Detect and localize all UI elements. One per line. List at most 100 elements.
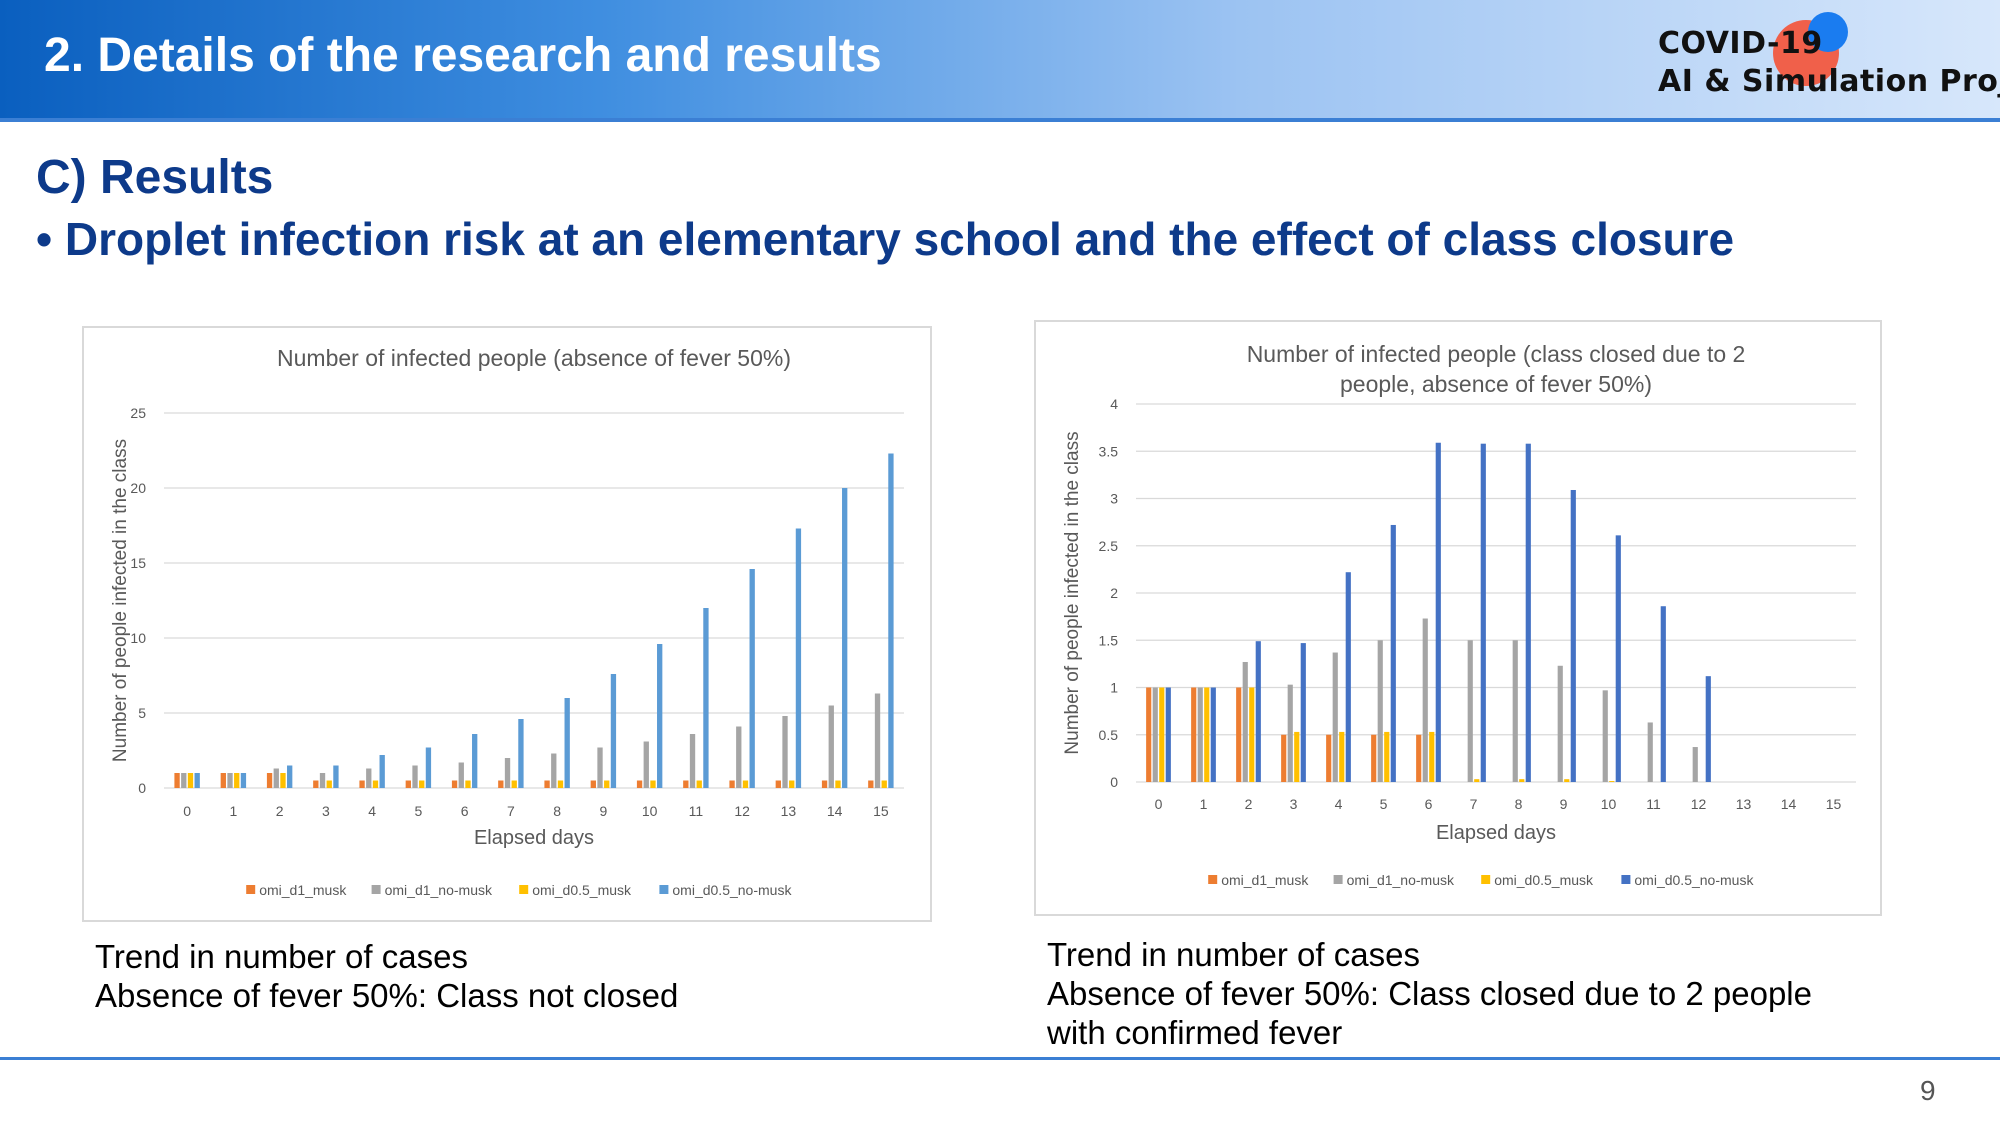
chart-left-bar-omi-d0-5-musk	[742, 780, 749, 788]
chart-right-bar-omi-d1-no-musk	[1602, 690, 1608, 782]
chart-right-legend-swatch	[1208, 875, 1218, 884]
chart-left-xtick-label: 3	[322, 803, 330, 819]
chart-left-bar-omi-d1-musk	[729, 780, 735, 788]
chart-left-title: Number of infected people (absence of fe…	[277, 345, 791, 371]
chart-left-bar-omi-d1-musk	[683, 780, 689, 788]
chart-left-xtick-label: 9	[599, 803, 607, 819]
chart-right-frame: Number of infected people (class closed …	[1034, 320, 1882, 916]
chart-right-legend-label: omi_d0.5_no-musk	[1634, 872, 1754, 888]
chart-right-ylabel: Number of people infected in the class	[1062, 431, 1083, 754]
chart-right-xtick-label: 8	[1515, 796, 1523, 812]
chart-left-bar-omi-d1-no-musk	[273, 768, 279, 788]
chart-right-ytick-label: 3.5	[1099, 443, 1119, 459]
chart-right-xtick-label: 6	[1425, 796, 1433, 812]
chart-right-ytick-label: 0.5	[1099, 727, 1119, 743]
chart-left-legend-label: omi_d0.5_no-musk	[672, 882, 792, 898]
chart-left-bar-omi-d0-5-musk	[511, 780, 517, 788]
chart-right-bar-omi-d0-5-no-musk	[1660, 606, 1666, 782]
chart-left-legend-swatch	[371, 885, 381, 894]
chart-right-ytick-label: 2.5	[1099, 538, 1119, 554]
chart-left-bar-omi-d1-musk	[405, 780, 411, 788]
chart-right-bar-omi-d1-no-musk	[1377, 640, 1383, 782]
chart-left-bar-omi-d0-5-no-musk	[564, 698, 570, 788]
page-title: 2. Details of the research and results	[44, 29, 882, 82]
chart-right-bar-omi-d0-5-no-musk	[1480, 443, 1486, 782]
chart-right-xtick-label: 10	[1601, 796, 1617, 812]
chart-left-bar-omi-d0-5-musk	[557, 780, 564, 788]
chart-right-title: Number of infected people (class closed …	[1247, 341, 1746, 367]
chart-right-xtick-label: 13	[1736, 796, 1752, 812]
chart-left-bar-omi-d1-no-musk	[458, 762, 464, 788]
chart-right-legend-swatch	[1621, 875, 1631, 884]
chart-left-bar-omi-d0-5-musk	[372, 780, 379, 788]
chart-left-legend-label: omi_d1_musk	[259, 882, 347, 898]
chart-left-bar-omi-d0-5-musk	[187, 773, 194, 788]
chart-left-bar-omi-d0-5-musk	[326, 780, 332, 788]
caption-right-line1: Trend in number of cases	[1047, 936, 1420, 973]
chart-left-bar-omi-d1-no-musk	[782, 716, 788, 788]
chart-right-xtick-label: 14	[1781, 796, 1797, 812]
chart-left-bar-omi-d0-5-musk	[789, 780, 795, 788]
chart-right-bar-omi-d0-5-musk	[1159, 687, 1165, 782]
chart-left-bar-omi-d1-no-musk	[504, 758, 511, 788]
chart-left-bar-omi-d1-no-musk	[227, 773, 233, 788]
chart-right-bar-omi-d1-musk	[1236, 687, 1242, 782]
chart-right-legend-swatch	[1481, 875, 1491, 884]
chart-right-bar-omi-d0-5-musk	[1609, 781, 1615, 782]
chart-left-xtick-label: 5	[414, 803, 422, 819]
chart-left-bar-omi-d0-5-musk	[280, 773, 286, 788]
chart-left-bar-omi-d0-5-musk	[234, 773, 240, 788]
chart-left-bar-omi-d0-5-musk	[835, 780, 841, 788]
chart-right-bar-omi-d0-5-musk	[1294, 731, 1300, 782]
chart-left-xtick-label: 6	[461, 803, 469, 819]
chart-left-bar-omi-d0-5-no-musk	[287, 765, 293, 788]
chart-left-bar-omi-d1-no-musk	[643, 741, 649, 788]
chart-left-xtick-label: 1	[229, 803, 237, 819]
chart-right-bar-omi-d0-5-no-musk	[1300, 643, 1306, 782]
chart-left-bar-omi-d1-no-musk	[181, 773, 187, 788]
chart-left-bar-omi-d1-musk	[451, 780, 458, 788]
chart-left: Number of infected people (absence of fe…	[110, 345, 904, 898]
chart-left-ytick-label: 10	[130, 630, 146, 646]
chart-right-bar-omi-d1-no-musk	[1467, 640, 1473, 782]
chart-right-bar-omi-d1-no-musk	[1647, 722, 1653, 782]
chart-left-bar-omi-d0-5-no-musk	[472, 734, 478, 788]
chart-right-bar-omi-d0-5-musk	[1339, 731, 1345, 782]
chart-right-bar-omi-d1-musk	[1326, 734, 1332, 782]
chart-left-bar-omi-d0-5-musk	[419, 780, 425, 788]
chart-right-bar-omi-d0-5-musk	[1519, 779, 1525, 782]
chart-left-frame: Number of infected people (absence of fe…	[82, 326, 932, 922]
chart-left-legend-swatch	[246, 885, 256, 894]
chart-left-bar-omi-d1-no-musk	[319, 773, 326, 788]
chart-right-bar-omi-d1-musk	[1191, 687, 1197, 782]
chart-left-bar-omi-d1-no-musk	[828, 705, 834, 788]
chart-right-xtick-label: 3	[1290, 796, 1298, 812]
chart-right-bar-omi-d0-5-no-musk	[1210, 687, 1216, 782]
caption-left: Trend in number of cases Absence of feve…	[95, 937, 678, 1015]
chart-right-xtick-label: 1	[1200, 796, 1208, 812]
chart-left-bar-omi-d1-musk	[868, 780, 874, 788]
chart-right-bar-omi-d1-no-musk	[1242, 661, 1248, 782]
chart-left-bar-omi-d1-musk	[821, 780, 828, 788]
chart-left-bar-omi-d0-5-no-musk	[610, 674, 617, 788]
chart-left-bar-omi-d1-no-musk	[597, 747, 603, 788]
chart-right-ytick-label: 3	[1110, 491, 1118, 507]
chart-left-ytick-label: 25	[130, 405, 146, 421]
caption-left-line2: Absence of fever 50%: Class not closed	[95, 977, 679, 1014]
chart-left-xtick-label: 8	[553, 803, 561, 819]
logo-text-line1: COVID-19	[1658, 26, 1823, 61]
chart-left-bar-omi-d1-no-musk	[412, 765, 418, 788]
chart-right-bar-omi-d1-no-musk	[1152, 687, 1158, 782]
logo-blue-circle	[1808, 12, 1848, 52]
page-number: 9	[1920, 1075, 1936, 1106]
chart-left-legend-label: omi_d0.5_musk	[532, 882, 632, 898]
chart-right-xtick-label: 4	[1335, 796, 1343, 812]
chart-right-xtick-label: 12	[1691, 796, 1707, 812]
chart-right-bar-omi-d1-no-musk	[1197, 687, 1203, 782]
chart-left-bar-omi-d1-musk	[266, 773, 273, 788]
chart-right-bar-omi-d0-5-no-musk	[1390, 524, 1396, 782]
chart-left-bar-omi-d0-5-no-musk	[749, 569, 755, 788]
chart-left-ytick-label: 20	[130, 480, 146, 496]
chart-left-bar-omi-d0-5-no-musk	[333, 765, 339, 788]
caption-right-line3: with confirmed fever	[1047, 1014, 1343, 1051]
